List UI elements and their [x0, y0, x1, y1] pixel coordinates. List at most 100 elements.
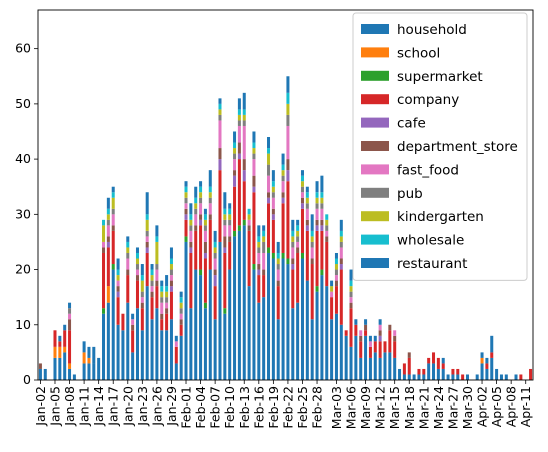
bar-segment-household-Apr-07	[504, 374, 508, 380]
bar-segment-household-Feb-29	[320, 275, 324, 380]
bar-segment-household-Jan-19	[121, 330, 125, 380]
bar-segment-wholesale-Feb-16	[257, 236, 261, 242]
bar-segment-restaurant-Feb-03	[194, 186, 198, 198]
bar-segment-company-Mar-29	[461, 374, 465, 380]
bar-segment-pub-Feb-27	[310, 241, 314, 248]
bar-segment-supermarket-Feb-15	[252, 264, 256, 270]
bar-segment-household-Jan-30	[174, 363, 178, 380]
bar-segment-kindergarten-Jan-28	[165, 291, 169, 298]
bar-segment-department_store-Feb-20	[276, 280, 280, 287]
legend-label-company: company	[397, 92, 459, 108]
x-tick-label: Feb-22	[280, 386, 295, 429]
bar-segment-wholesale-Feb-20	[276, 252, 280, 259]
bar-segment-cafe-Mar-04	[339, 264, 343, 270]
x-tick-label: Mar-18	[402, 386, 417, 429]
bar-segment-pub-Mar-03	[334, 269, 338, 276]
bar-segment-household-Mar-27	[451, 374, 455, 380]
x-tick-label: Mar-09	[358, 386, 373, 429]
bar-segment-cafe-Feb-28	[315, 225, 319, 231]
x-tick-label: Feb-13	[237, 386, 252, 429]
bar-segment-wholesale-Jan-29	[169, 258, 173, 265]
bar-segment-company-Mar-06	[349, 308, 353, 347]
bar-segment-company-Feb-08	[218, 170, 222, 242]
bar-segment-household-Mar-14	[388, 352, 392, 380]
bar-segment-supermarket-Jan-15	[102, 308, 106, 314]
bar-segment-company-Feb-24	[296, 252, 300, 303]
bar-segment-kindergarten-Feb-21	[281, 170, 285, 176]
bar-segment-supermarket-Feb-19	[271, 252, 275, 259]
bar-segment-wholesale-Feb-05	[203, 214, 207, 220]
bar-segment-department_store-Jan-22	[135, 275, 139, 281]
bar-segment-department_store-Jan-28	[165, 308, 169, 314]
bar-segment-fast_food-Jan-24	[145, 236, 149, 242]
bar-segment-household-Jan-12	[87, 363, 91, 380]
bar-segment-department_store-Mar-09	[364, 324, 368, 331]
bar-segment-department_store-Feb-05	[203, 241, 207, 253]
bar-segment-household-Feb-26	[305, 280, 309, 380]
bar-segment-kindergarten-Jan-26	[155, 241, 159, 265]
bar-segment-company-Feb-04	[199, 225, 203, 270]
bar-segment-restaurant-Jan-13	[92, 346, 96, 364]
bar-segment-cafe-Feb-12	[237, 153, 241, 160]
bar-segment-household-Feb-19	[271, 258, 275, 380]
bar-segment-kindergarten-Feb-12	[237, 114, 241, 121]
bar-segment-household-Mar-22	[427, 363, 431, 380]
bar-segment-pub-Feb-09	[223, 219, 227, 226]
bar-segment-company-Mar-27	[451, 368, 455, 375]
y-tick-label: 20	[15, 262, 31, 277]
bar-segment-household-Feb-16	[257, 302, 261, 380]
bar-segment-restaurant-Mar-06	[349, 269, 353, 281]
bar-segment-cafe-Feb-08	[218, 159, 222, 171]
bar-segment-fast_food-Feb-28	[315, 208, 319, 220]
bar-segment-wholesale-Feb-07	[213, 241, 217, 248]
bar-segment-pub-Feb-06	[208, 197, 212, 204]
bar-segment-household-Feb-11	[233, 236, 237, 380]
y-tick-label: 30	[15, 206, 31, 221]
bar-segment-school-Jan-12	[87, 357, 91, 364]
bar-segment-pub-Jan-26	[155, 264, 159, 270]
bar-segment-company-Mar-15	[393, 341, 397, 358]
x-tick-label: Apr-11	[518, 386, 533, 427]
bar-segment-restaurant-Feb-19	[271, 170, 275, 182]
bar-segment-company-Feb-11	[233, 186, 237, 231]
bar-segment-kindergarten-Jan-23	[140, 280, 144, 292]
bar-segment-school-Jan-11	[82, 352, 86, 364]
bar-segment-household-Feb-17	[262, 297, 266, 380]
y-tick-label: 0	[23, 372, 31, 387]
bar-segment-company-Feb-03	[194, 230, 198, 270]
bar-segment-wholesale-Jan-28	[165, 286, 169, 292]
bar-segment-household-Mar-25	[441, 368, 445, 380]
bar-segment-company-Mar-17	[402, 363, 406, 375]
legend-swatch-household	[361, 24, 389, 34]
bar-segment-kindergarten-Jan-27	[160, 291, 164, 298]
bar-segment-fast_food-Feb-01	[184, 203, 188, 209]
bar-segment-kindergarten-Feb-17	[262, 236, 266, 242]
bar-segment-household-Jan-25	[150, 319, 154, 380]
x-tick-label: Mar-12	[373, 386, 388, 429]
bar-segment-fast_food-Feb-21	[281, 181, 285, 193]
bar-segment-department_store-Feb-18	[267, 192, 271, 198]
x-tick-label: Jan-20	[120, 386, 135, 427]
bar-segment-fast_food-Jan-17	[111, 214, 115, 226]
bar-segment-company-Jan-16	[106, 247, 110, 287]
bar-segment-company-Mar-25	[441, 363, 445, 369]
bar-segment-restaurant-Feb-15	[252, 131, 256, 143]
bar-segment-household-Jan-06	[58, 357, 62, 380]
bar-segment-household-Jan-24	[145, 286, 149, 380]
bar-segment-fast_food-Feb-13	[242, 125, 246, 160]
bar-segment-company-Jan-17	[111, 230, 115, 265]
bar-segment-company-Feb-05	[203, 258, 207, 303]
bar-segment-school-Apr-02	[480, 357, 484, 364]
bar-segment-kindergarten-Jan-17	[111, 197, 115, 209]
bar-segment-department_store-Jan-18	[116, 286, 120, 292]
bar-segment-fast_food-Feb-02	[189, 230, 193, 242]
bar-segment-company-Feb-07	[213, 286, 217, 320]
bar-segment-cafe-Feb-21	[281, 197, 285, 204]
bar-segment-company-Feb-26	[305, 230, 309, 281]
legend-label-pub: pub	[397, 186, 423, 202]
bar-segment-department_store-Feb-09	[223, 236, 227, 248]
bar-segment-fast_food-Jan-21	[131, 319, 135, 325]
bar-segment-household-Feb-10	[228, 269, 232, 380]
